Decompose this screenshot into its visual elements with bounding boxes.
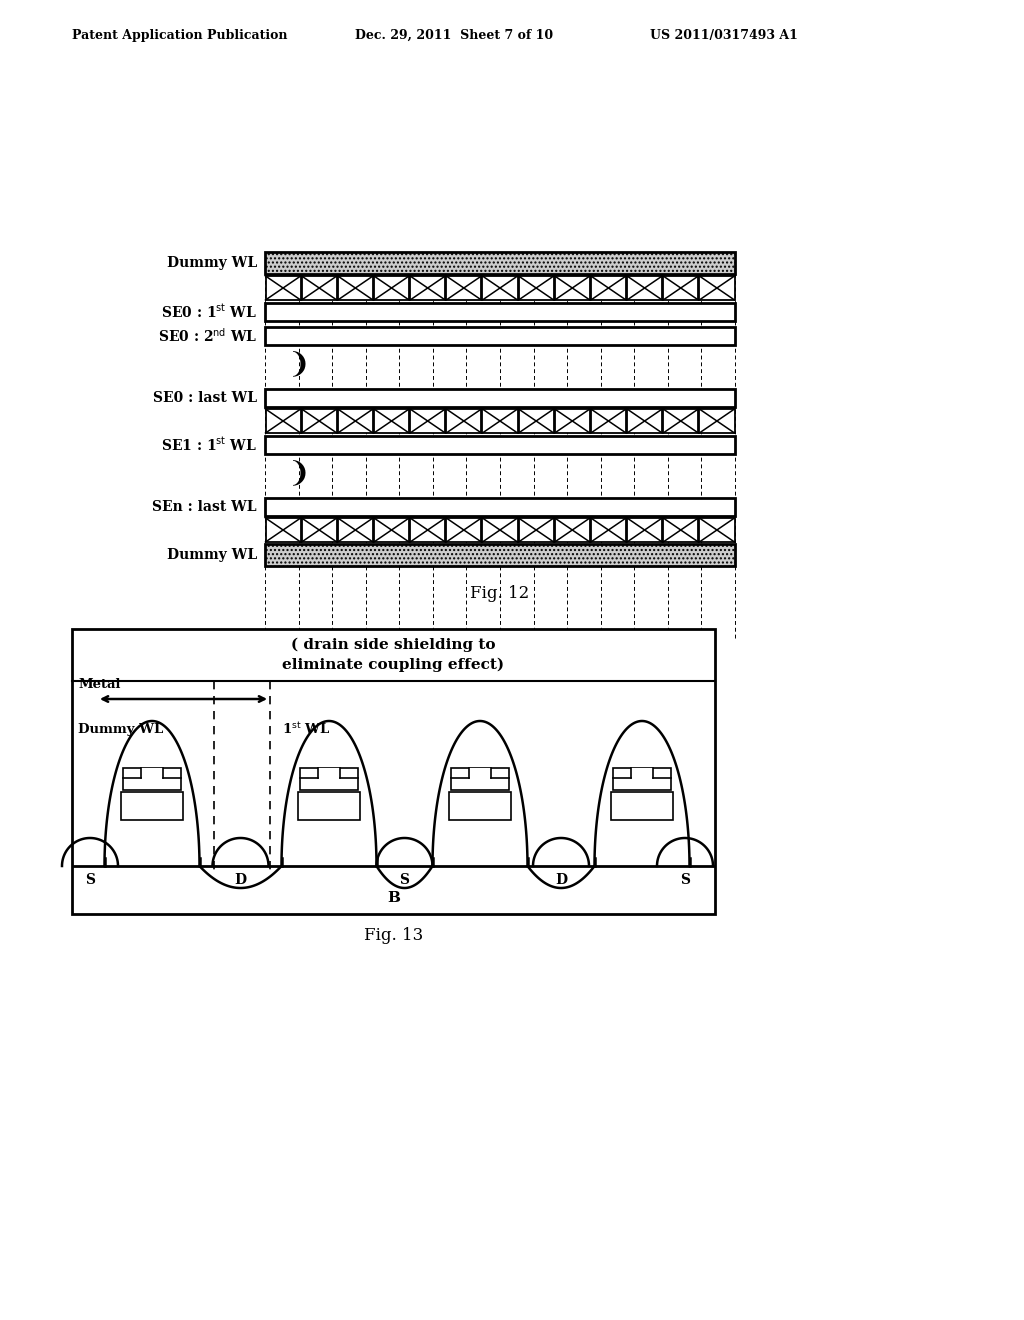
Bar (265, 276, 301, 300)
Bar (300, 768, 358, 789)
Bar (123, 768, 181, 789)
Bar (446, 409, 481, 433)
Text: Fig. 12: Fig. 12 (470, 586, 529, 602)
Bar (699, 409, 734, 433)
Bar (469, 768, 492, 777)
Bar (482, 517, 517, 543)
Bar (449, 792, 511, 820)
Bar (121, 792, 183, 820)
Bar (446, 517, 481, 543)
Text: B: B (387, 891, 400, 906)
Bar (446, 276, 481, 300)
Text: US 2011/0317493 A1: US 2011/0317493 A1 (650, 29, 798, 41)
Bar (613, 768, 671, 789)
Text: SE0 : last WL: SE0 : last WL (153, 391, 257, 405)
Text: SE0 : 1$^{\mathsf{st}}$ WL: SE0 : 1$^{\mathsf{st}}$ WL (161, 304, 257, 321)
Bar (411, 517, 445, 543)
Text: Metal: Metal (78, 678, 121, 692)
Text: ( drain side shielding to: ( drain side shielding to (291, 638, 496, 652)
Bar (302, 276, 337, 300)
Bar (265, 517, 301, 543)
Bar (627, 409, 663, 433)
Bar (631, 768, 653, 777)
Bar (451, 768, 509, 789)
Bar (555, 276, 590, 300)
Bar (265, 327, 735, 345)
Bar (338, 409, 373, 433)
Bar (664, 517, 698, 543)
Bar (141, 768, 163, 777)
Bar (411, 276, 445, 300)
Bar (699, 276, 734, 300)
Bar (265, 436, 735, 454)
Bar (302, 517, 337, 543)
Bar (411, 409, 445, 433)
Text: S: S (85, 873, 95, 887)
Text: 1$^{\mathsf{st}}$ WL: 1$^{\mathsf{st}}$ WL (282, 721, 331, 737)
Bar (555, 517, 590, 543)
Bar (302, 409, 337, 433)
Text: D: D (234, 873, 247, 887)
Bar (318, 768, 340, 777)
Bar (518, 517, 554, 543)
Text: Dec. 29, 2011  Sheet 7 of 10: Dec. 29, 2011 Sheet 7 of 10 (355, 29, 553, 41)
Bar (265, 498, 735, 516)
Bar (374, 517, 410, 543)
Text: SE0 : 2$^{\mathsf{nd}}$ WL: SE0 : 2$^{\mathsf{nd}}$ WL (158, 327, 257, 345)
Bar (518, 276, 554, 300)
Bar (338, 276, 373, 300)
Text: ❨: ❨ (278, 455, 300, 484)
Bar (591, 517, 626, 543)
Bar (298, 792, 360, 820)
Bar (72, 630, 715, 913)
Text: Fig. 13: Fig. 13 (364, 928, 423, 945)
Bar (664, 409, 698, 433)
Bar (482, 409, 517, 433)
Text: Patent Application Publication: Patent Application Publication (72, 29, 288, 41)
Text: SEn : last WL: SEn : last WL (153, 500, 257, 513)
Text: ❨: ❨ (278, 347, 300, 375)
Bar (338, 517, 373, 543)
Bar (265, 304, 735, 321)
Text: SE1 : 1$^{\mathsf{st}}$ WL: SE1 : 1$^{\mathsf{st}}$ WL (161, 436, 257, 454)
Text: D: D (555, 873, 567, 887)
Bar (699, 517, 734, 543)
Bar (374, 409, 410, 433)
Bar (265, 409, 301, 433)
Bar (374, 276, 410, 300)
Bar (518, 409, 554, 433)
Text: S: S (680, 873, 690, 887)
Bar (265, 252, 735, 275)
Bar (627, 517, 663, 543)
Text: Dummy WL: Dummy WL (78, 722, 163, 735)
Bar (482, 276, 517, 300)
Text: S: S (399, 873, 410, 887)
Bar (555, 409, 590, 433)
Bar (627, 276, 663, 300)
Text: Dummy WL: Dummy WL (167, 548, 257, 562)
Text: eliminate coupling effect): eliminate coupling effect) (283, 657, 505, 672)
Bar (591, 276, 626, 300)
Bar (265, 389, 735, 407)
Bar (591, 409, 626, 433)
Bar (664, 276, 698, 300)
Bar (265, 544, 735, 566)
Bar (611, 792, 673, 820)
Text: Dummy WL: Dummy WL (167, 256, 257, 271)
